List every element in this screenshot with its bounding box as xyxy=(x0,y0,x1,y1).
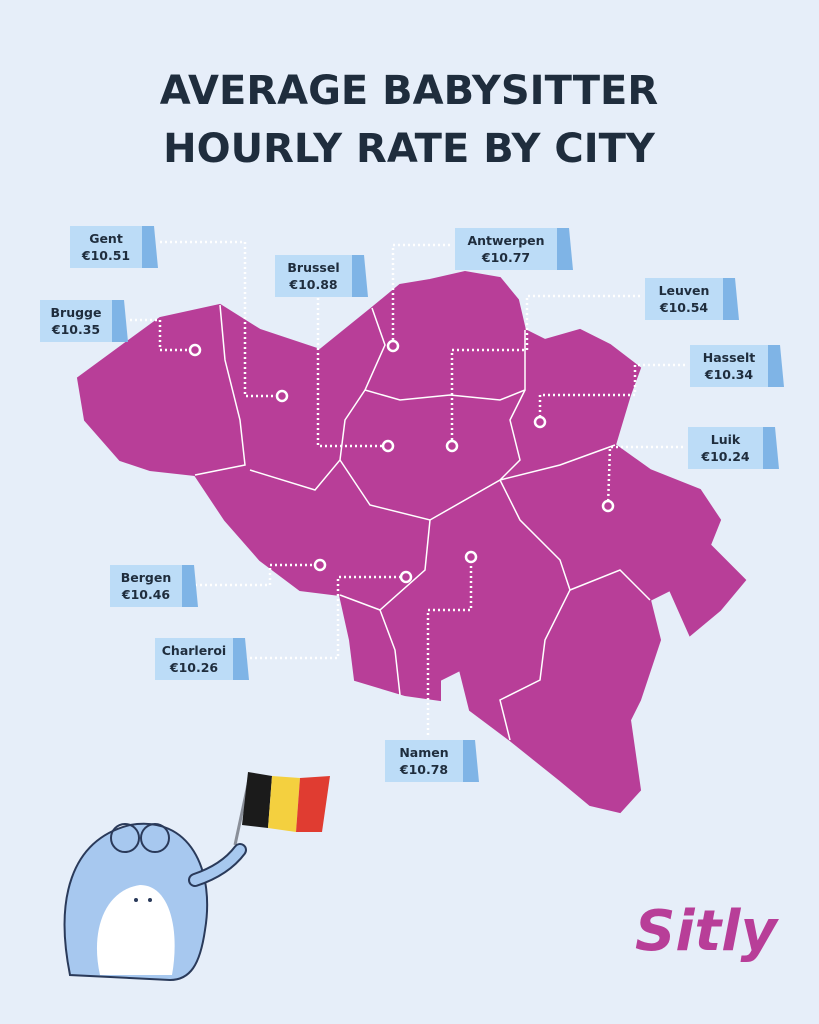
city-dot xyxy=(381,439,395,453)
flag-black xyxy=(242,772,272,828)
city-price: €10.54 xyxy=(659,300,709,315)
city-dot xyxy=(275,389,289,403)
city-dot xyxy=(601,499,615,513)
city-dot xyxy=(464,550,478,564)
country-shape xyxy=(76,270,747,814)
belgium-map xyxy=(76,270,747,814)
label-tab xyxy=(557,228,573,270)
city-price: €10.78 xyxy=(399,762,448,777)
label-tab xyxy=(463,740,479,782)
label-box xyxy=(110,565,192,607)
brand-logo: Sitly xyxy=(635,899,779,964)
city-name: Hasselt xyxy=(703,350,756,365)
mascot xyxy=(63,772,330,982)
glasses xyxy=(140,823,170,853)
title-line: AVERAGE BABYSITTER xyxy=(160,68,658,114)
city-name: Bergen xyxy=(121,570,172,585)
label-tab xyxy=(723,278,739,320)
label-tab xyxy=(352,255,368,297)
city-price: €10.51 xyxy=(81,248,130,263)
city-price: €10.88 xyxy=(288,277,337,292)
label-box xyxy=(275,255,362,297)
callouts: Gent €10.51 Brugge €10.35 Brussel €10.88 Antwe… xyxy=(40,226,784,782)
city-name: Charleroi xyxy=(162,643,226,658)
city-price: €10.77 xyxy=(481,250,530,265)
label-box xyxy=(155,638,243,680)
label-box xyxy=(645,278,733,320)
label-tab xyxy=(763,427,779,469)
city-price: €10.26 xyxy=(169,660,219,675)
mascot-arm-fill xyxy=(190,845,245,885)
connector xyxy=(160,240,282,398)
label-box xyxy=(455,228,567,270)
connector xyxy=(130,318,195,352)
connector xyxy=(538,363,685,422)
city-dot xyxy=(445,439,459,453)
city-price: €10.46 xyxy=(121,587,171,602)
city-name: Gent xyxy=(89,231,123,246)
label-box xyxy=(385,740,473,782)
city-dot xyxy=(399,570,413,584)
city-name: Brussel xyxy=(287,260,339,275)
eye xyxy=(134,898,138,902)
city-name: Brugge xyxy=(51,305,102,320)
connector xyxy=(450,294,640,446)
label-tab xyxy=(768,345,784,387)
flag-red xyxy=(296,776,330,832)
city-name: Namen xyxy=(399,745,448,760)
city-name: Leuven xyxy=(659,283,710,298)
title-line: HOURLY RATE BY CITY xyxy=(163,126,656,172)
connector xyxy=(391,243,450,346)
city-dot xyxy=(533,415,547,429)
label-box xyxy=(70,226,152,268)
city-dot xyxy=(386,339,400,353)
label-tab xyxy=(112,300,128,342)
city-dot xyxy=(313,558,327,572)
baby-mascot xyxy=(96,885,175,975)
label-tab xyxy=(142,226,158,268)
city-dot xyxy=(188,343,202,357)
city-name: Antwerpen xyxy=(467,233,544,248)
label-tab xyxy=(182,565,198,607)
label-tab xyxy=(233,638,249,680)
eye xyxy=(148,898,152,902)
glasses xyxy=(110,823,140,853)
region-borders xyxy=(194,304,651,741)
connector xyxy=(195,563,320,587)
flag-yellow xyxy=(268,776,300,832)
city-price: €10.24 xyxy=(700,449,750,464)
city-name: Luik xyxy=(711,432,741,447)
city-price: €10.34 xyxy=(704,367,754,382)
label-box xyxy=(40,300,122,342)
label-box xyxy=(688,427,773,469)
connector xyxy=(245,575,406,660)
connector xyxy=(426,557,473,735)
label-box xyxy=(690,345,778,387)
city-price: €10.35 xyxy=(51,322,100,337)
